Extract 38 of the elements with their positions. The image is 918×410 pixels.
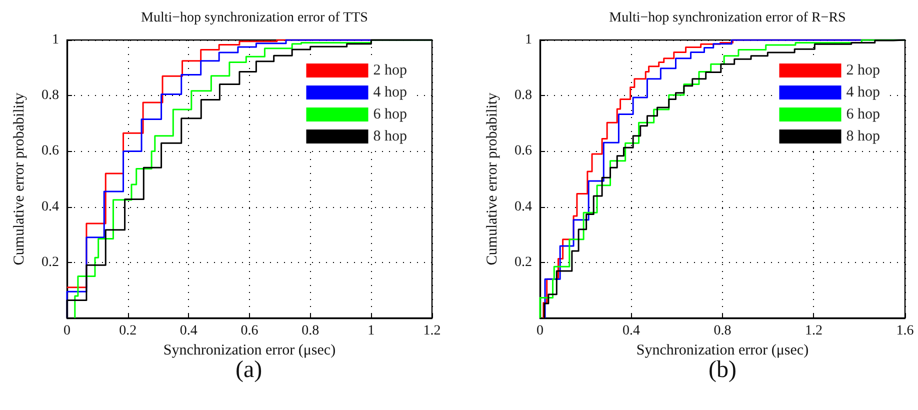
text: (a) — [236, 357, 262, 383]
y-tick-label: 0.4 — [514, 199, 532, 214]
y-axis-title: Cumulative error probability — [12, 92, 28, 266]
legend-label: 8 hop — [373, 128, 407, 144]
y-tick-label: 0.6 — [514, 144, 532, 159]
y-tick-label: 0.6 — [42, 144, 59, 159]
legend-label: 2 hop — [846, 62, 880, 78]
x-tick-label: 1.6 — [896, 324, 914, 338]
x-tick-label: 0.6 — [240, 324, 258, 338]
x-tick-label: 1.2 — [805, 324, 822, 338]
x-tick-label: 0 — [536, 324, 544, 338]
legend-label: 6 hop — [846, 106, 880, 122]
x-tick-label: 1.2 — [423, 324, 441, 338]
x-tick-label: 1 — [368, 324, 375, 338]
y-tick-label: 1 — [52, 32, 59, 48]
legend-label: 2 hop — [373, 62, 407, 78]
legend-label: 6 hop — [373, 106, 407, 122]
x-axis-title: Synchronization error (μsec) — [636, 342, 809, 358]
y-tick-label: 1 — [525, 32, 532, 48]
y-tick-label: 0.8 — [42, 88, 59, 104]
x-tick-label: 0.4 — [180, 324, 198, 338]
chart-title: Multi−hop synchronization error of R−RS — [609, 10, 846, 26]
legend-label: 4 hop — [373, 84, 407, 100]
x-tick-label: 0.2 — [119, 324, 137, 338]
x-tick-label: 0.8 — [302, 324, 320, 338]
y-axis-title: Cumulative error probability — [484, 92, 500, 266]
x-axis-title: Synchronization error (μsec) — [163, 342, 336, 358]
x-tick-label: 0 — [64, 324, 70, 338]
y-tick-label: 0.2 — [514, 254, 532, 270]
x-tick-label: 0.4 — [622, 324, 640, 338]
y-tick-label: 0.8 — [514, 88, 532, 104]
chart-title: Multi−hop synchronization error of TTS — [141, 10, 368, 26]
y-tick-label: 0.2 — [42, 254, 59, 270]
text: (b) — [708, 357, 736, 383]
legend-label: 8 hop — [846, 128, 880, 144]
y-tick-label: 0.4 — [42, 199, 59, 214]
legend-label: 4 hop — [846, 84, 880, 100]
x-tick-label: 0.8 — [714, 324, 732, 338]
